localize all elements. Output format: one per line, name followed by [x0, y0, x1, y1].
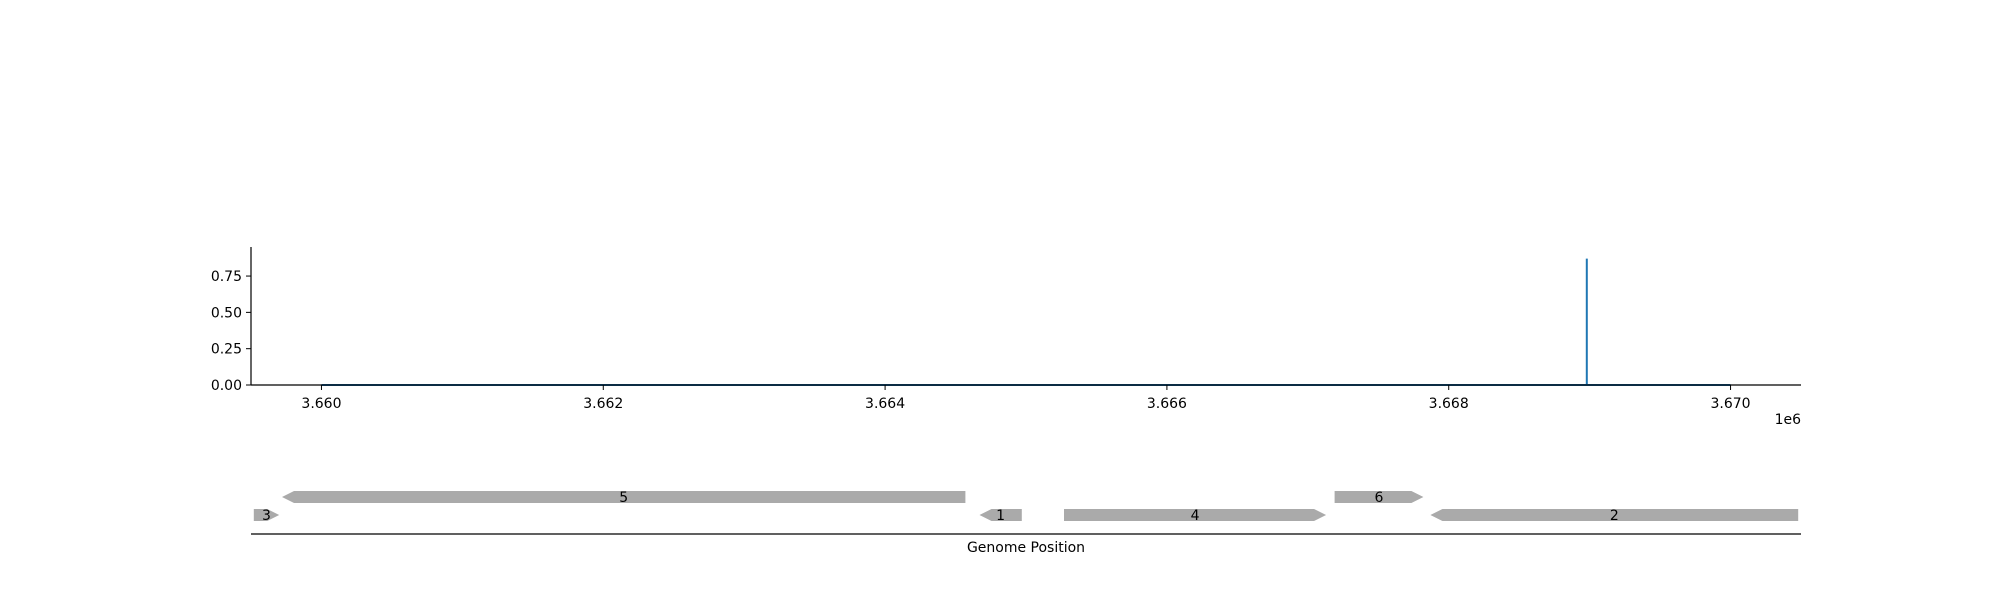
gene-arrow: [1064, 509, 1327, 521]
gene-arrow: [282, 491, 966, 503]
signal-series-line: [321, 258, 1731, 386]
gene-arrow: [1334, 491, 1424, 503]
signal-series: [321, 258, 1731, 386]
gene-arrow: [253, 509, 280, 521]
x-tick-label: 3.664: [865, 396, 905, 412]
gene-arrow: [1430, 509, 1799, 521]
x-axis-ticks: 3.660 3.662 3.664 3.666 3.668 3.670: [301, 385, 1751, 412]
y-axis-ticks: 0.00 0.25 0.50 0.75: [211, 269, 251, 394]
gene-label: 2: [1610, 508, 1619, 524]
y-tick-label: 0.50: [211, 305, 242, 321]
gene-label: 5: [619, 490, 628, 506]
x-axis-offset-label: 1e6: [1775, 412, 1802, 428]
gene-track: 3 5 1 4 6 2 Genome Position: [251, 490, 1801, 556]
gene-label: 3: [262, 508, 271, 524]
signal-axes: [250, 247, 1801, 386]
x-tick-label: 3.670: [1710, 396, 1750, 412]
gene-track-xlabel: Genome Position: [967, 540, 1085, 556]
y-tick-label: 0.25: [211, 342, 242, 358]
x-tick-label: 3.660: [301, 396, 341, 412]
gene-arrows: 3 5 1 4 6 2: [253, 490, 1799, 524]
gene-label: 6: [1375, 490, 1384, 506]
x-tick-label: 3.666: [1147, 396, 1187, 412]
signal-plot: 0.000.250.500.75 3.660 3.662 3.664 3.666 3.6…: [211, 247, 1801, 428]
y-tick-label: 0.00: [211, 378, 242, 394]
gene-arrow: [979, 509, 1022, 521]
x-tick-label: 3.668: [1429, 396, 1469, 412]
gene-label: 4: [1191, 508, 1200, 524]
y-tick-label: 0.75: [211, 269, 242, 285]
gene-label: 1: [996, 508, 1005, 524]
x-tick-label: 3.662: [583, 396, 623, 412]
